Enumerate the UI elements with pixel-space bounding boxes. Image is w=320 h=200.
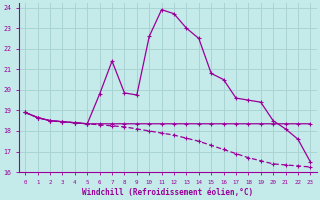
X-axis label: Windchill (Refroidissement éolien,°C): Windchill (Refroidissement éolien,°C) [82, 188, 253, 197]
